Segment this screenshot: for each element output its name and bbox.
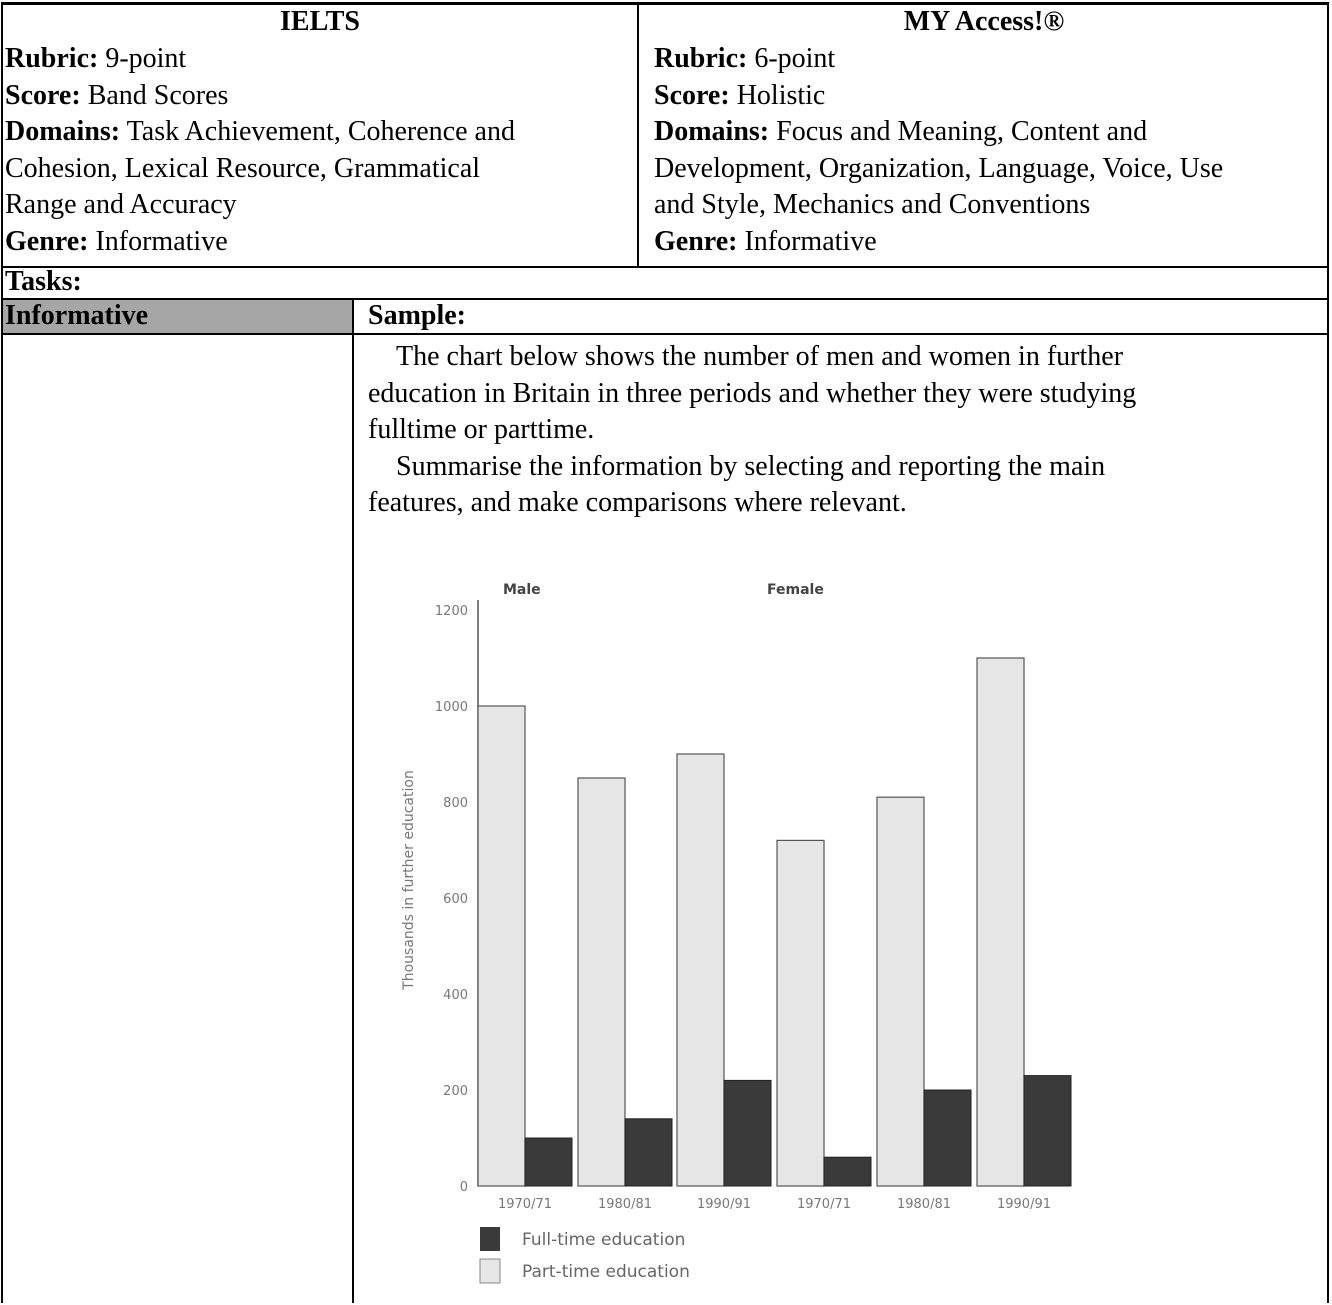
- y-tick-label: 0: [460, 1180, 468, 1195]
- bar-full-time: [1023, 1075, 1072, 1187]
- bar-full-time: [723, 1079, 772, 1187]
- x-tick-label: 1980/81: [598, 1197, 652, 1212]
- myaccess-domains-line2: Development, Organization, Language, Voi…: [654, 152, 1224, 184]
- row-divider-1: [1, 266, 1329, 268]
- ielts-domains: Domains: Task Achievement, Coherence and: [5, 116, 515, 148]
- bar-part-time: [676, 753, 725, 1187]
- tasks-label: Tasks:: [5, 266, 82, 297]
- ielts-score: Score: Band Scores: [5, 79, 229, 111]
- bar-part-time: [976, 657, 1025, 1187]
- task-cell-shade: [3, 300, 352, 333]
- sample-p1-line2: education in Britain in three periods an…: [368, 377, 1137, 409]
- x-tick-label: 1980/81: [897, 1197, 951, 1212]
- myaccess-genre: Genre: Informative: [654, 225, 877, 257]
- group-label-male: Male: [503, 582, 541, 598]
- y-tick-label: 600: [443, 892, 468, 907]
- legend-swatch-part-time: [479, 1258, 501, 1284]
- bar-part-time: [477, 705, 526, 1187]
- header-divider: [637, 4, 639, 268]
- sample-p2-line1: Summarise the information by selecting a…: [396, 450, 1106, 482]
- ielts-details: Rubric: 9-point Score: Band Scores Domai…: [5, 41, 635, 261]
- y-tick-label: 1200: [435, 604, 468, 619]
- myaccess-domains-line3: and Style, Mechanics and Conventions: [654, 189, 1091, 221]
- sample-label: Sample:: [368, 300, 466, 331]
- ielts-genre: Genre: Informative: [5, 225, 228, 257]
- group-label-female: Female: [767, 582, 824, 598]
- legend-label-full-time: Full-time education: [522, 1230, 685, 1250]
- x-tick-label: 1990/91: [697, 1197, 751, 1212]
- myaccess-details: Rubric: 6-point Score: Holistic Domains:…: [654, 41, 1329, 261]
- x-tick-label: 1970/71: [498, 1197, 552, 1212]
- y-axis-title: Thousands in further education: [401, 770, 417, 991]
- ielts-domains-line3: Range and Accuracy: [5, 189, 237, 221]
- x-tick-label: 1990/91: [997, 1197, 1051, 1212]
- legend-swatch-full-time: [480, 1227, 500, 1251]
- task-name: Informative: [5, 300, 149, 331]
- bar-full-time: [923, 1089, 972, 1187]
- y-tick-label: 400: [443, 988, 468, 1003]
- legend-label-part-time: Part-time education: [522, 1262, 690, 1282]
- ielts-rubric: Rubric: 9-point: [5, 43, 187, 74]
- sample-p1-line1: The chart below shows the number of men …: [396, 341, 1124, 372]
- bar-part-time: [876, 796, 925, 1187]
- sample-p1-line3: fulltime or parttime.: [368, 414, 595, 445]
- x-tick-label: 1970/71: [797, 1197, 851, 1212]
- row-divider-3: [1, 333, 1329, 335]
- bar-full-time: [524, 1137, 573, 1187]
- sample-p2-line2: features, and make comparisons where rel…: [368, 487, 907, 518]
- task-divider: [352, 298, 354, 1303]
- ielts-domains-line2: Cohesion, Lexical Resource, Grammatical: [5, 152, 481, 184]
- ielts-title: IELTS: [280, 6, 360, 37]
- myaccess-domains: Domains: Focus and Meaning, Content and: [654, 116, 1148, 148]
- bar-full-time: [823, 1156, 872, 1187]
- bar-full-time: [624, 1118, 673, 1187]
- bar-part-time: [776, 839, 825, 1187]
- sample-paragraph-1: The chart below shows the number of men …: [368, 339, 1328, 522]
- y-tick-label: 800: [443, 796, 468, 811]
- myaccess-rubric: Rubric: 6-point: [654, 43, 836, 74]
- myaccess-title: MY Access!®: [903, 6, 1065, 37]
- row-divider-2: [1, 298, 1329, 300]
- y-tick-label: 200: [443, 1084, 468, 1099]
- bar-part-time: [577, 777, 626, 1187]
- y-tick-label: 1000: [435, 700, 468, 715]
- myaccess-score: Score: Holistic: [654, 79, 826, 111]
